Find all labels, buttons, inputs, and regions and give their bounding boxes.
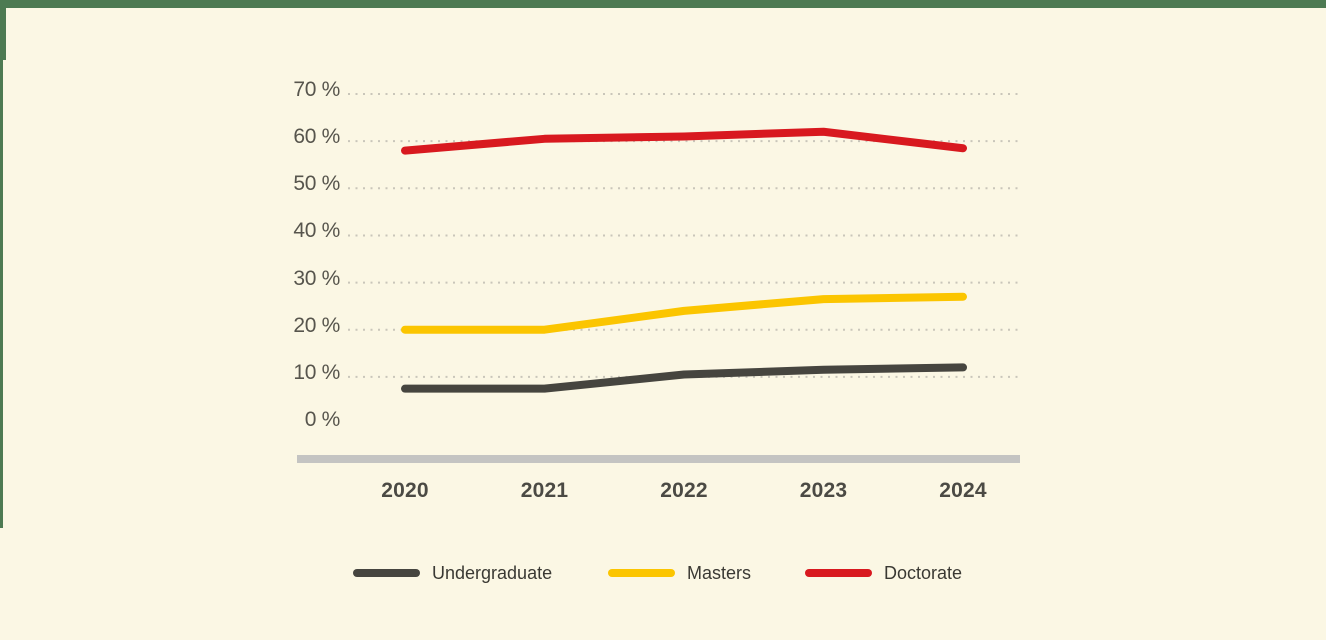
x-axis-bar <box>297 455 1020 463</box>
series-line-doctorate <box>401 127 967 155</box>
y-tick-label-60: 60 % <box>293 125 340 149</box>
series-line-masters <box>401 292 967 334</box>
legend-label-undergraduate: Undergraduate <box>432 562 553 583</box>
y-tick-label-70: 70 % <box>293 78 340 102</box>
x-tick-label-2023: 2023 <box>799 479 848 502</box>
x-tick-label-2020: 2020 <box>381 479 429 502</box>
legend-item-doctorate: Doctorate <box>805 563 962 583</box>
y-tick-label-40: 40 % <box>293 219 340 243</box>
frame-border-top <box>0 0 1326 8</box>
legend-swatch-doctorate <box>805 569 872 577</box>
x-tick-label-2021: 2021 <box>520 479 569 502</box>
legend-label-doctorate: Doctorate <box>884 562 963 583</box>
x-tick-label-2022: 2022 <box>660 479 708 502</box>
series-line-undergraduate <box>401 363 967 393</box>
legend-swatch-masters <box>608 569 675 577</box>
legend-label-masters: Masters <box>687 562 752 583</box>
x-tick-label-2024: 2024 <box>939 479 987 502</box>
frame-border-left <box>0 8 6 60</box>
frame-border-left-lower <box>0 60 3 528</box>
legend-item-masters: Masters <box>608 563 751 583</box>
legend-swatch-undergraduate <box>353 569 420 577</box>
y-tick-label-10: 10 % <box>293 360 340 384</box>
legend-item-undergraduate: Undergraduate <box>353 563 552 583</box>
y-tick-label-30: 30 % <box>293 266 340 290</box>
y-tick-label-0: 0 % <box>304 408 341 431</box>
y-tick-label-50: 50 % <box>293 172 340 196</box>
y-tick-label-20: 20 % <box>293 313 340 337</box>
